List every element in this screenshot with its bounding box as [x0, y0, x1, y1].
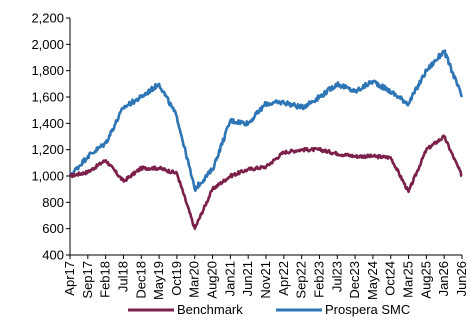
x-tick-label: Jan21 [222, 261, 237, 296]
x-tick-label: Apr17 [62, 261, 77, 296]
x-tick-label: May24 [365, 261, 380, 300]
series-line-benchmark [68, 134, 463, 230]
x-tick-label: Dec18 [133, 261, 148, 299]
legend-label-benchmark: Benchmark [177, 302, 243, 317]
x-tick-label: Nov21 [258, 261, 273, 299]
x-tick-label: Oct19 [169, 261, 184, 296]
legend: Benchmark Prospera SMC [128, 302, 410, 317]
x-tick-label: Sep17 [80, 261, 95, 299]
y-tick-label: 2,000 [31, 37, 64, 52]
x-tick-label: Jan26 [436, 261, 451, 296]
y-tick-label: 1,200 [31, 142, 64, 157]
y-tick-label: 600 [42, 221, 64, 236]
x-axis: Apr17 Sep17 Feb18 Jul18 Dec18 May19 Oct19 Mar20… [62, 254, 469, 300]
x-tick-label: Jul18 [115, 261, 130, 292]
x-tick-label: Mar20 [187, 261, 202, 298]
series-layer [68, 49, 464, 230]
legend-label-prospera-smc: Prospera SMC [325, 302, 410, 317]
y-tick-label: 2,200 [31, 11, 64, 26]
y-tick-label: 1,600 [31, 90, 64, 105]
y-tick-label: 800 [42, 195, 64, 210]
x-tick-label: Mar25 [401, 261, 416, 298]
y-tick-label: 1,800 [31, 63, 64, 78]
x-tick-label: Sep22 [294, 261, 309, 299]
x-tick-label: Jun26 [454, 261, 469, 296]
x-tick-label: May19 [151, 261, 166, 300]
y-tick-label: 1,000 [31, 169, 64, 184]
x-tick-label: Feb18 [98, 261, 113, 298]
x-tick-label: Dec23 [347, 261, 362, 299]
x-tick-label: Apr22 [276, 261, 291, 296]
y-axis: 400 600 800 1,000 1,200 1,400 1,600 1,800 2,000 2… [31, 11, 71, 263]
x-tick-label: Jul23 [329, 261, 344, 292]
x-tick-label: Aug25 [418, 261, 433, 299]
x-tick-label: Jun21 [240, 261, 255, 296]
x-tick-label: Oct24 [383, 261, 398, 296]
x-tick-label: Aug20 [205, 261, 220, 299]
y-tick-label: 400 [42, 248, 64, 263]
y-tick-label: 1,400 [31, 116, 64, 131]
x-tick-label: Feb23 [311, 261, 326, 298]
series-line-prospera-smc [68, 49, 464, 192]
